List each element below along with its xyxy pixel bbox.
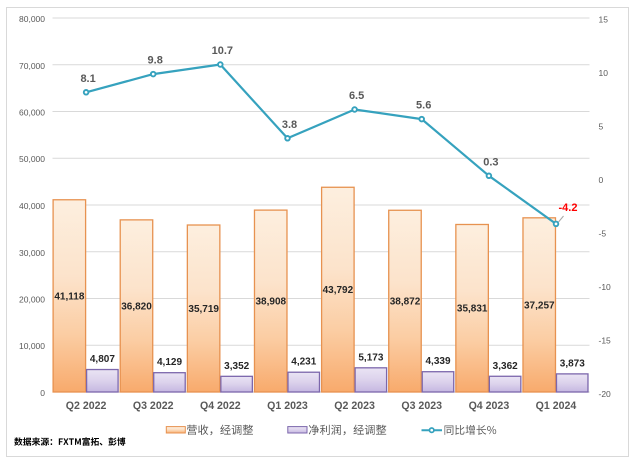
svg-text:5,173: 5,173 xyxy=(358,352,383,363)
svg-text:20,000: 20,000 xyxy=(19,295,45,305)
svg-text:40,000: 40,000 xyxy=(19,201,45,211)
svg-text:0: 0 xyxy=(40,388,45,398)
svg-text:50,000: 50,000 xyxy=(19,154,45,164)
svg-text:6.5: 6.5 xyxy=(349,90,364,102)
svg-text:37,257: 37,257 xyxy=(524,300,555,311)
svg-text:Q4 2022: Q4 2022 xyxy=(200,400,241,412)
svg-text:5: 5 xyxy=(599,122,604,132)
svg-text:4,231: 4,231 xyxy=(291,357,316,368)
svg-text:4,129: 4,129 xyxy=(157,357,182,368)
svg-text:0.3: 0.3 xyxy=(483,156,498,168)
svg-text:3,362: 3,362 xyxy=(493,361,518,372)
svg-text:Q1 2024: Q1 2024 xyxy=(536,400,577,412)
svg-text:-4.2: -4.2 xyxy=(559,202,578,214)
svg-text:30,000: 30,000 xyxy=(19,248,45,258)
svg-text:4,339: 4,339 xyxy=(425,356,450,367)
svg-text:Q2 2022: Q2 2022 xyxy=(66,400,107,412)
svg-text:15: 15 xyxy=(599,15,609,25)
svg-text:43,792: 43,792 xyxy=(323,285,354,296)
svg-text:38,872: 38,872 xyxy=(390,297,421,308)
svg-text:3,352: 3,352 xyxy=(224,361,249,372)
svg-text:Q3 2022: Q3 2022 xyxy=(133,400,174,412)
svg-text:35,719: 35,719 xyxy=(188,304,219,315)
svg-text:0: 0 xyxy=(599,175,604,185)
svg-text:3.8: 3.8 xyxy=(282,119,297,131)
svg-text:35,831: 35,831 xyxy=(457,304,488,315)
svg-text:-10: -10 xyxy=(599,282,612,292)
svg-text:-15: -15 xyxy=(599,336,612,346)
svg-text:4,807: 4,807 xyxy=(90,354,115,365)
svg-text:41,118: 41,118 xyxy=(54,291,84,302)
svg-text:-5: -5 xyxy=(599,229,607,239)
svg-text:3,873: 3,873 xyxy=(560,358,585,369)
svg-text:36,820: 36,820 xyxy=(121,301,152,312)
svg-text:Q3 2023: Q3 2023 xyxy=(401,400,442,412)
svg-text:9.8: 9.8 xyxy=(148,55,163,67)
svg-text:70,000: 70,000 xyxy=(19,61,45,71)
svg-text:-20: -20 xyxy=(599,389,612,399)
svg-text:Q4 2023: Q4 2023 xyxy=(469,400,510,412)
svg-text:Q1 2023: Q1 2023 xyxy=(267,400,308,412)
svg-text:10,000: 10,000 xyxy=(19,341,45,351)
svg-text:80,000: 80,000 xyxy=(19,14,45,24)
svg-text:38,908: 38,908 xyxy=(256,297,287,308)
svg-text:60,000: 60,000 xyxy=(19,108,45,118)
svg-text:Q2 2023: Q2 2023 xyxy=(334,400,375,412)
svg-text:8.1: 8.1 xyxy=(80,73,95,85)
svg-text:10.7: 10.7 xyxy=(212,45,233,57)
svg-text:5.6: 5.6 xyxy=(416,100,431,112)
svg-text:10: 10 xyxy=(599,68,609,78)
